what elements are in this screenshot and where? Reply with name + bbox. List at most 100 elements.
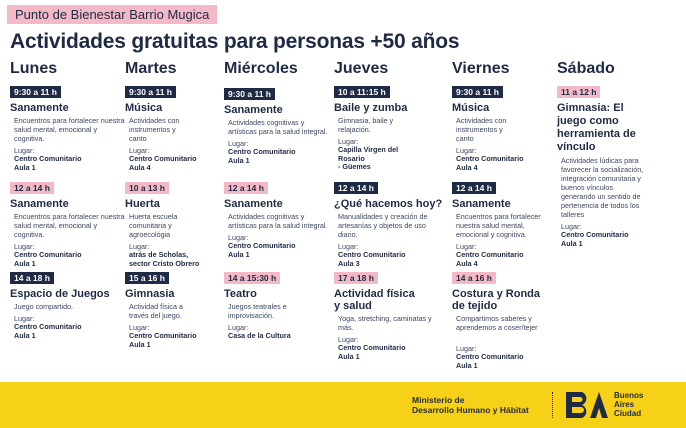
place-name: Centro Comunitario [14, 154, 82, 163]
activity-description: Actividades con instrumentos y canto [129, 116, 180, 143]
time-badge: 9:30 a 11 h [125, 86, 177, 98]
activity-block: 9:30 a 11 h Música Actividades con instr… [452, 82, 554, 172]
place-name: Centro Comunitario [228, 241, 296, 250]
activity-description: Actividades cognitivas y artísticas para… [228, 118, 328, 136]
place-label: Lugar: [338, 242, 359, 251]
time-badge: 10 a 13 h [125, 182, 169, 194]
activity-name: Gimnasia: El juego como herramienta de v… [557, 102, 636, 153]
place-label: Lugar: [456, 242, 477, 251]
activity-block: 12 a 14 h Sanamente Encuentros para fort… [452, 178, 554, 268]
day-column-miercoles: Miércoles 9:30 a 11 h Sanamente Activida… [224, 60, 332, 340]
activity-description: Gimnasia, baile y relajación. [338, 116, 394, 134]
city-line: Buenos [614, 391, 644, 400]
activity-block: 9:30 a 11 h Sanamente Encuentros para fo… [10, 82, 128, 172]
time-badge: 14 a 18 h [10, 272, 54, 284]
place-label: Lugar: [338, 335, 359, 344]
place-name: Centro Comunitario [456, 352, 524, 361]
time-badge: 9:30 a 11 h [10, 86, 62, 98]
place-name: Centro Comunitario [228, 147, 296, 156]
activity-name: Sanamente [10, 102, 69, 114]
city-line: Ciudad [614, 409, 642, 418]
place-label: Lugar: [129, 323, 150, 332]
activity-description: Actividades lúdicas para favorecer la so… [561, 156, 644, 219]
place-label: Lugar: [561, 222, 582, 231]
day-heading: Miércoles [224, 60, 298, 77]
place-room: Aula 1 [129, 339, 151, 349]
day-column-lunes: Lunes 9:30 a 11 h Sanamente Encuentros p… [10, 60, 128, 339]
place-tag: Punto de Bienestar Barrio Mugica [7, 5, 218, 24]
activity-name: Baile y zumba [334, 102, 408, 114]
place-room: sector Cristo Obrero [129, 258, 200, 268]
footer-divider [552, 392, 553, 418]
place-room: Aula 4 [456, 162, 478, 172]
day-column-viernes: Viernes 9:30 a 11 h Música Actividades c… [452, 60, 554, 369]
activity-name: Sanamente [224, 198, 283, 210]
activity-block: 11 a 12 h Gimnasia: El juego como herram… [557, 82, 669, 248]
day-column-martes: Martes 9:30 a 11 h Música Actividades co… [125, 60, 223, 348]
activity-name: Espacio de Juegos [10, 288, 110, 300]
place-name: Centro Comunitario [338, 343, 406, 352]
time-badge: 14 a 16 h [452, 272, 496, 284]
activity-name: Costura y Ronda de tejido [452, 288, 541, 312]
place-room: Aula 1 [456, 360, 478, 370]
activity-name: ¿Qué hacemos hoy? [334, 198, 443, 210]
activity-description: Compartimos saberes y aprendemos a coser… [456, 314, 538, 332]
activity-block: 12 a 14 h Sanamente Encuentros para fort… [10, 178, 128, 268]
place-room: Aula 1 [338, 351, 360, 361]
time-badge: 11 a 12 h [557, 86, 601, 98]
place-room: Aula 1 [14, 330, 36, 340]
activity-description: Yoga, stretching, caminatas y más. [338, 314, 432, 332]
city-name: Buenos Aires Ciudad [614, 391, 643, 418]
day-column-jueves: Jueves 10 a 11:15 h Baile y zumba Gimnas… [334, 60, 446, 360]
activity-block: 10 a 13 h Huerta Huerta escuela comunita… [125, 178, 223, 268]
activity-name: Huerta [125, 198, 160, 210]
activity-description: Manualidades y creación de artesanías y … [338, 212, 428, 239]
day-heading: Sábado [557, 60, 615, 77]
buenos-aires-logo-icon [566, 392, 608, 418]
place-label: Lugar: [228, 323, 249, 332]
activity-name: Actividad física y salud [334, 288, 415, 312]
ministry-name: Ministerio de Desarrollo Humano y Hábita… [412, 395, 529, 415]
place-name: Capilla Virgen del Rosario [338, 145, 399, 163]
day-column-sabado: Sábado 11 a 12 h Gimnasia: El juego como… [557, 60, 669, 247]
place-label: Lugar: [456, 344, 477, 353]
activity-block: 10 a 11:15 h Baile y zumba Gimnasia, bai… [334, 82, 446, 172]
activity-description: Huerta escuela comunitaria y agroecológi… [129, 212, 178, 239]
time-badge: 12 a 14 h [334, 182, 378, 194]
activity-name: Gimnasia [125, 288, 175, 300]
time-badge: 12 a 14 h [10, 182, 54, 194]
place-label: Lugar: [129, 146, 150, 155]
day-heading: Lunes [10, 60, 58, 77]
place-room: Aula 4 [456, 258, 478, 268]
place-name: Centro Comunitario [14, 322, 82, 331]
activity-description: Encuentros para fortalecer nuestra salud… [456, 212, 541, 239]
place-room: Aula 1 [14, 258, 36, 268]
place-name: Centro Comunitario [456, 250, 524, 259]
activity-name: Sanamente [224, 104, 283, 116]
activity-description: Actividad física a través del juego. [129, 302, 183, 320]
day-heading: Jueves [334, 60, 389, 77]
activity-name: Sanamente [452, 198, 511, 210]
place-room: Aula 1 [14, 162, 36, 172]
activity-block: 14 a 16 h Costura y Ronda de tejido Comp… [452, 268, 554, 370]
time-badge: 12 a 14 h [452, 182, 496, 194]
place-room: Aula 1 [228, 249, 250, 259]
place-label: Lugar: [338, 137, 359, 146]
activity-name: Música [125, 102, 163, 114]
footer-bar: Ministerio de Desarrollo Humano y Hábita… [0, 382, 686, 428]
time-badge: 15 a 16 h [125, 272, 169, 284]
page-title: Actividades gratuitas para personas +50 … [10, 30, 460, 53]
place-name: Centro Comunitario [338, 250, 406, 259]
activity-name: Música [452, 102, 490, 114]
activity-description: Encuentros para fortalecer nuestra salud… [14, 212, 125, 239]
place-room: - Güemes [338, 162, 371, 171]
activity-block: 9:30 a 11 h Música Actividades con instr… [125, 82, 223, 172]
place-label: Lugar: [129, 242, 150, 251]
activity-block: 15 a 16 h Gimnasia Actividad física a tr… [125, 268, 223, 349]
time-badge: 12 a 14 h [224, 182, 268, 194]
activity-description: Actividades con instrumentos y canto [456, 116, 507, 143]
place-room: Aula 1 [561, 238, 583, 248]
activity-name: Teatro [224, 288, 257, 300]
place-label: Lugar: [456, 146, 477, 155]
city-line: Aires [614, 400, 635, 409]
